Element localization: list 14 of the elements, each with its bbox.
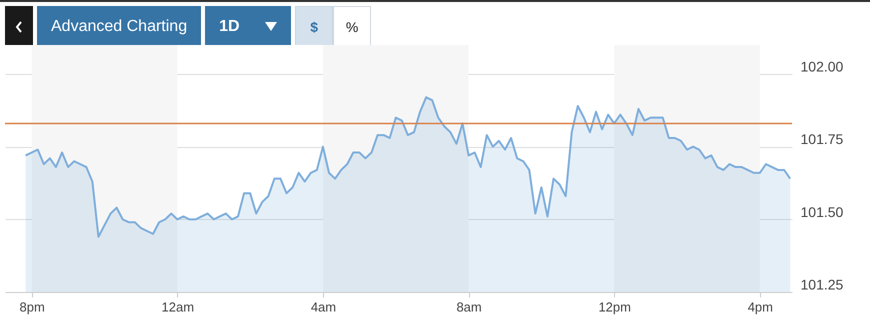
text: $ [310, 18, 318, 34]
x-tick-label: 4pm [748, 300, 773, 314]
x-tick-label: 12pm [598, 300, 631, 314]
text: 1D [219, 18, 240, 36]
text: Advanced Charting [51, 18, 188, 36]
y-tick-label: 102.00 [800, 58, 844, 75]
y-tick-label: 101.75 [800, 131, 844, 148]
text: % [346, 18, 358, 34]
y-tick-label: 101.50 [800, 204, 844, 220]
y-tick-label: 101.25 [800, 276, 844, 292]
x-tick-label: 8pm [20, 300, 45, 314]
x-tick-label: 8am [456, 300, 482, 314]
x-tick-label: 4am [310, 300, 336, 314]
x-tick-label: 12am [162, 300, 194, 314]
